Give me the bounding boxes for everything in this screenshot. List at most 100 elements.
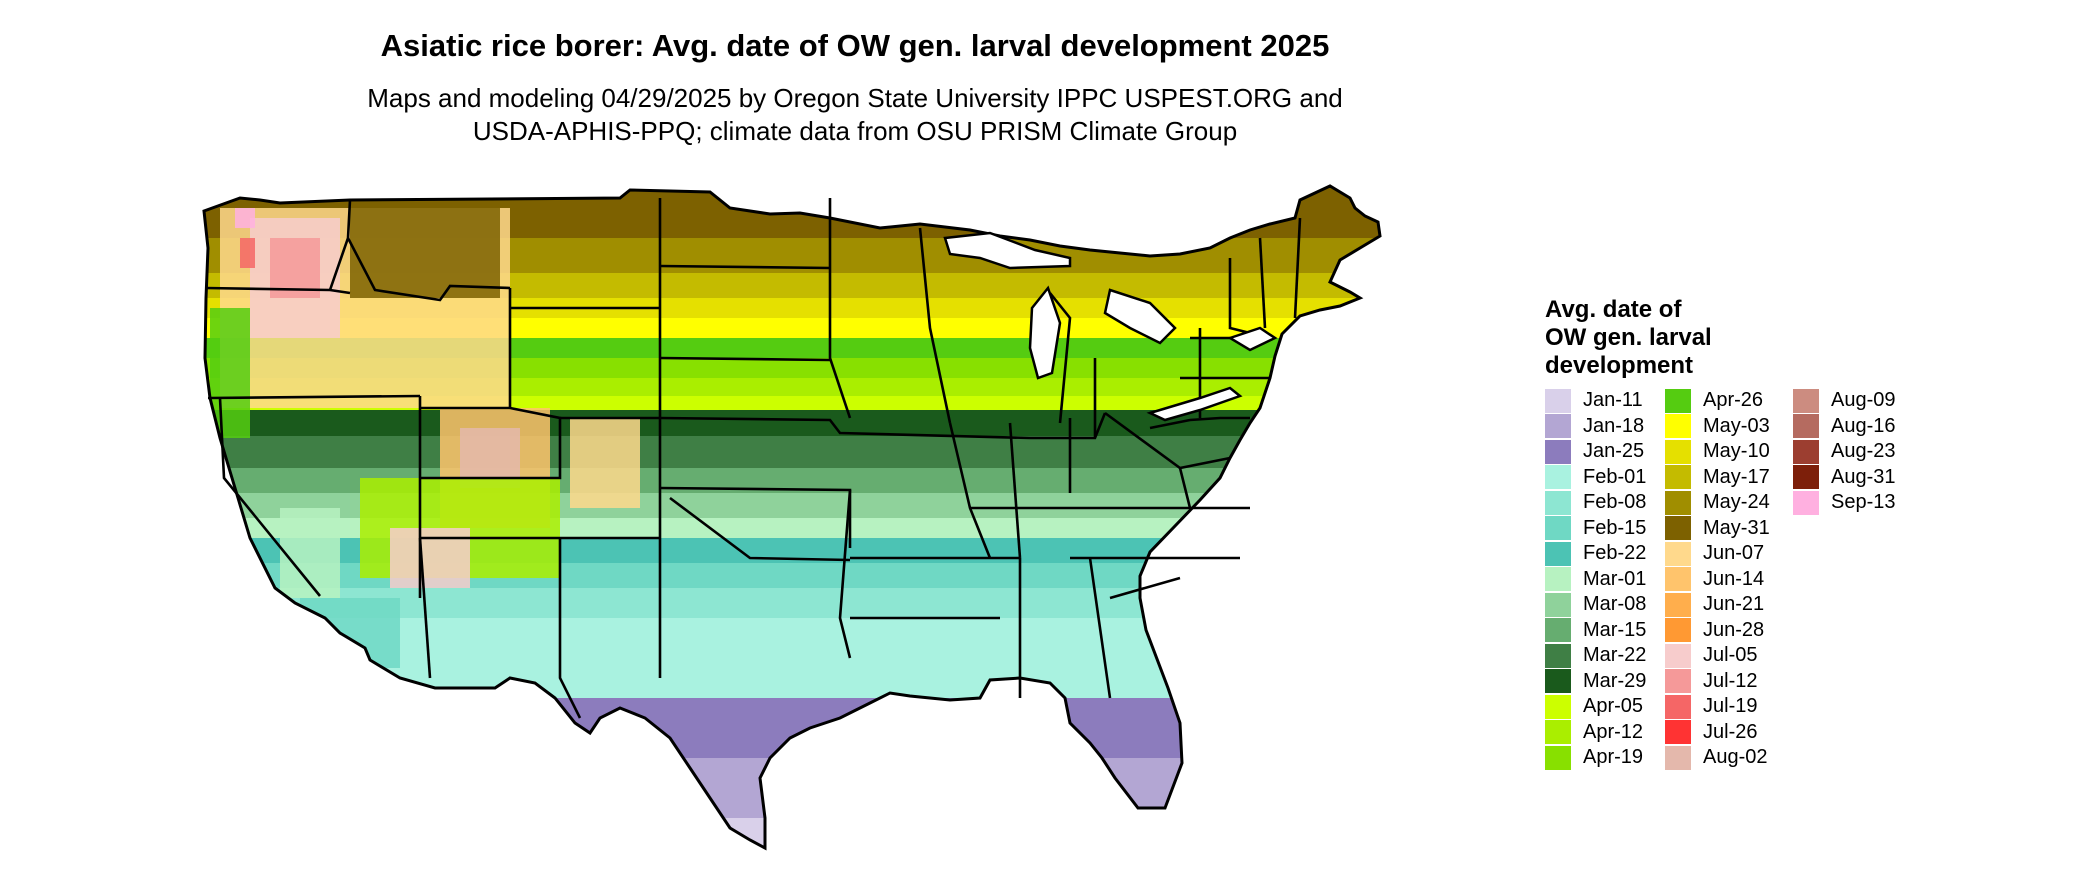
legend-item: Apr-19 [1545, 745, 1643, 771]
map-terrain-patch [240, 238, 255, 268]
legend-label: Jan-18 [1583, 414, 1645, 437]
legend-label: Aug-16 [1831, 414, 1896, 437]
legend-swatch [1793, 414, 1819, 439]
legend-item: Jun-07 [1665, 541, 1764, 567]
legend-item: Apr-12 [1545, 720, 1643, 746]
legend-item: Jul-12 [1665, 669, 1757, 695]
legend-item: Feb-15 [1545, 516, 1646, 542]
map-band [204, 436, 1380, 469]
legend-swatch [1545, 618, 1571, 643]
legend-item: Apr-05 [1545, 694, 1643, 720]
legend-item: Aug-09 [1793, 388, 1896, 414]
legend-item: Feb-08 [1545, 490, 1646, 516]
legend-item: Mar-15 [1545, 618, 1646, 644]
map-subtitle: Maps and modeling 04/29/2025 by Oregon S… [280, 82, 1430, 148]
legend-swatch [1545, 669, 1571, 694]
subtitle-line-1: Maps and modeling 04/29/2025 by Oregon S… [367, 83, 1343, 113]
map-band [204, 818, 1380, 848]
legend-label: Jul-19 [1703, 695, 1758, 718]
legend-swatch [1665, 669, 1691, 694]
legend-swatch [1545, 567, 1571, 592]
legend-item: Aug-31 [1793, 465, 1896, 491]
legend-label: Jun-07 [1703, 542, 1765, 565]
legend-swatch [1545, 541, 1571, 566]
legend-item: Jan-25 [1545, 439, 1644, 465]
legend-label: Aug-31 [1831, 465, 1896, 488]
legend-swatch [1793, 490, 1819, 515]
legend-label: Jun-21 [1703, 593, 1765, 616]
legend-item: Jun-28 [1665, 618, 1764, 644]
subtitle-line-2: USDA-APHIS-PPQ; climate data from OSU PR… [472, 116, 1238, 146]
legend-swatch [1793, 388, 1819, 413]
legend-label: Aug-23 [1831, 440, 1896, 463]
legend-label: May-03 [1703, 414, 1770, 437]
legend-item: Jan-11 [1545, 388, 1643, 414]
legend-label: Jun-14 [1703, 567, 1765, 590]
legend-item: Mar-29 [1545, 669, 1646, 695]
legend-label: Apr-26 [1703, 389, 1764, 412]
legend-swatch [1545, 516, 1571, 541]
legend-label: Apr-05 [1583, 695, 1644, 718]
legend-item: Jul-19 [1665, 694, 1757, 720]
legend-item: Jul-26 [1665, 720, 1757, 746]
legend-item: Mar-08 [1545, 592, 1646, 618]
legend-item: May-24 [1665, 490, 1770, 516]
legend-title: Avg. date of OW gen. larval development [1545, 296, 2065, 380]
legend-label: Mar-22 [1583, 644, 1647, 667]
legend-label: Aug-09 [1831, 389, 1896, 412]
legend-swatch [1665, 516, 1691, 541]
legend-swatch [1793, 439, 1819, 464]
legend-label: Mar-15 [1583, 618, 1647, 641]
legend-item: Feb-01 [1545, 465, 1646, 491]
legend-swatch [1665, 720, 1691, 745]
legend-label: May-24 [1703, 491, 1770, 514]
legend-swatch [1665, 745, 1691, 770]
legend-label: Apr-12 [1583, 720, 1644, 743]
state-borders [205, 198, 1302, 719]
map-terrain-patch [350, 208, 500, 298]
legend-swatch [1665, 439, 1691, 464]
legend-swatch [1665, 465, 1691, 490]
legend-label: Jan-11 [1583, 389, 1643, 412]
legend-label: Jul-05 [1703, 644, 1758, 667]
legend-label: May-31 [1703, 516, 1770, 539]
map-title: Asiatic rice borer: Avg. date of OW gen.… [380, 28, 1330, 63]
legend-swatch [1665, 388, 1691, 413]
legend-title-line-3: development [1545, 352, 1694, 379]
legend-item: Sep-13 [1793, 490, 1896, 516]
map-band [204, 698, 1380, 759]
legend-item: Mar-22 [1545, 643, 1646, 669]
legend-swatch [1545, 439, 1571, 464]
legend-item: Jun-14 [1665, 567, 1764, 593]
legend-label: Feb-15 [1583, 516, 1647, 539]
legend-item: Jul-05 [1665, 643, 1757, 669]
legend-item: Jan-18 [1545, 414, 1644, 440]
legend-item: Jun-21 [1665, 592, 1764, 618]
legend-swatch [1545, 720, 1571, 745]
legend-item: Apr-26 [1665, 388, 1763, 414]
legend-item: Aug-16 [1793, 414, 1896, 440]
legend-swatch [1545, 745, 1571, 770]
legend-item: Mar-01 [1545, 567, 1646, 593]
great-lakes [943, 231, 1278, 422]
legend-swatch [1665, 567, 1691, 592]
map-terrain-patch [300, 598, 400, 668]
legend-swatch [1545, 643, 1571, 668]
legend-item: May-31 [1665, 516, 1770, 542]
legend-title-line-2: OW gen. larval [1545, 324, 1712, 351]
legend-label: Mar-29 [1583, 669, 1647, 692]
legend-item: Aug-02 [1665, 745, 1768, 771]
legend-label: Mar-01 [1583, 567, 1647, 590]
legend-swatch [1545, 694, 1571, 719]
legend-swatch [1665, 618, 1691, 643]
legend-label: Jul-26 [1703, 720, 1758, 743]
legend-label: Aug-02 [1703, 746, 1768, 769]
legend-label: Jan-25 [1583, 440, 1645, 463]
legend-item: May-03 [1665, 414, 1770, 440]
legend-swatch [1665, 592, 1691, 617]
legend-swatch [1793, 465, 1819, 490]
legend-label: Mar-08 [1583, 593, 1647, 616]
legend-label: Apr-19 [1583, 746, 1644, 769]
legend-swatch [1545, 388, 1571, 413]
legend-swatch [1545, 465, 1571, 490]
